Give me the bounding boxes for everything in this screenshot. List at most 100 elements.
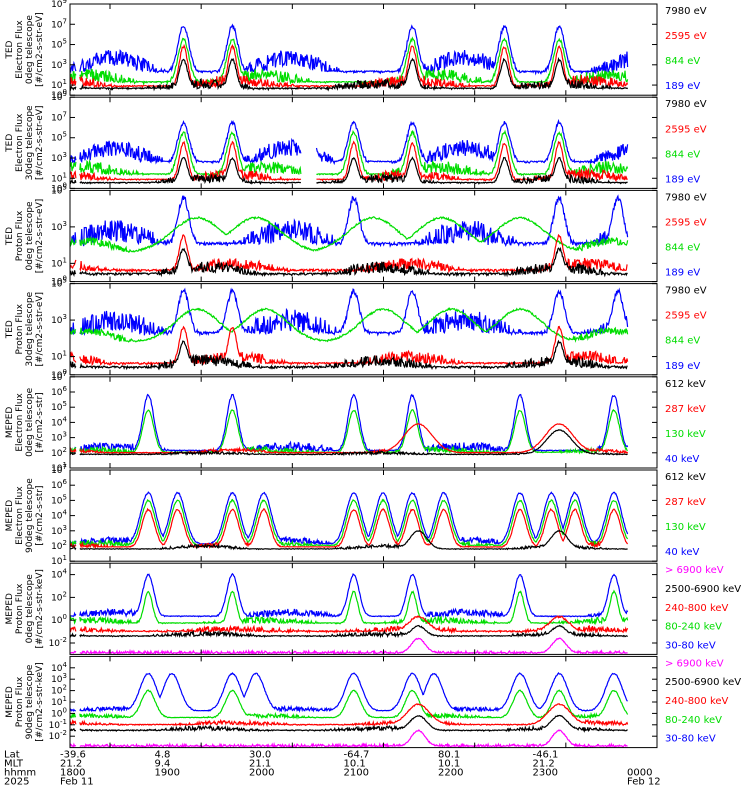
legend-entry: 189 eV — [665, 81, 700, 92]
y-tick-label: 107 — [51, 17, 67, 30]
y-axis-label: TEDProton Flux0deg telescope[#/cm2-s-str… — [5, 199, 45, 274]
series-line-3 — [70, 703, 629, 728]
footer-row-label: MLT — [4, 759, 24, 770]
y-tick-label: 106 — [51, 385, 67, 398]
footer-cell: 1800 — [60, 768, 85, 779]
y-tick-label: 101 — [51, 256, 67, 269]
y-tick-label: 104 — [51, 568, 67, 581]
series-line-4 — [70, 714, 628, 734]
legend-entry: 2500-6900 keV — [665, 584, 741, 595]
legend-entry: 30-80 keV — [665, 640, 716, 651]
series-line-2 — [70, 589, 629, 626]
y-tick-label: 10-2 — [49, 636, 67, 649]
legend-entry: > 6900 keV — [665, 658, 724, 669]
footer-cell: 2000 — [249, 768, 274, 779]
legend-entry: 40 keV — [665, 547, 699, 558]
legend-entry: 189 eV — [665, 268, 700, 279]
footer-cell: 4.8 — [155, 750, 171, 761]
legend-entry: 7980 eV — [665, 6, 707, 17]
y-tick-label: 104 — [51, 509, 67, 522]
panel-frame — [69, 655, 658, 749]
y-tick-label: 102 — [51, 539, 67, 552]
y-tick-label: 105 — [51, 493, 67, 506]
footer-cell: -39.6 — [60, 750, 86, 761]
y-axis-label: MEPEDElectron Flux0deg telescope[#/cm2-s… — [5, 387, 45, 457]
legend-entry: 7980 eV — [665, 192, 707, 203]
legend-entry: 612 keV — [665, 379, 706, 390]
legend-entry: 2500-6900 keV — [665, 677, 741, 688]
legend-entry: 240-800 keV — [665, 603, 729, 614]
footer-row-label: 2025 — [4, 777, 29, 788]
legend-entry: 287 keV — [665, 404, 706, 415]
series-line-2 — [70, 36, 629, 86]
legend-entry: 130 keV — [665, 429, 706, 440]
y-axis-label: TEDElectron Flux30deg telescope[#/cm2-s-… — [5, 105, 45, 180]
series-line-4 — [70, 56, 629, 92]
y-tick-label: 103 — [51, 313, 67, 326]
legend-entry: 130 keV — [665, 522, 706, 533]
legend-entry: 2595 eV — [665, 217, 707, 228]
series-line-1 — [70, 572, 629, 619]
legend-entry: 40 keV — [665, 454, 699, 465]
footer-cell: 9.4 — [155, 759, 171, 770]
y-tick-label: 107 — [51, 110, 67, 123]
footer-cell: 2100 — [344, 768, 369, 779]
series-line-4 — [70, 624, 629, 639]
footer-cell: Feb 12 — [627, 777, 661, 788]
y-tick-label: 105 — [51, 400, 67, 413]
series-line-5 — [70, 728, 628, 748]
series-line-1 — [70, 287, 629, 337]
panel-frame — [69, 189, 658, 283]
series-line-4 — [70, 529, 628, 551]
panel-series-group — [70, 572, 629, 655]
legend-entry: 7980 eV — [665, 99, 707, 110]
y-axis-label: MEPEDProton Flux90deg telescope[#/cm2-s-… — [5, 662, 45, 741]
series-line-1 — [70, 118, 629, 166]
legend-entry: 844 eV — [665, 149, 700, 160]
y-tick-label: 103 — [51, 151, 67, 164]
footer-cell: -64.7 — [344, 750, 370, 761]
footer-cell: 30.0 — [249, 750, 271, 761]
legend-entry: 844 eV — [665, 336, 700, 347]
panel-series-group — [70, 118, 629, 186]
y-tick-label: 102 — [51, 446, 67, 459]
panel-7: 10-2 100 102 104 MEPEDProton Flux0deg telesc… — [5, 562, 741, 655]
y-tick-label: 109 — [51, 0, 67, 10]
series-line-3 — [70, 615, 629, 635]
y-tick-label: 103 — [51, 524, 67, 537]
legend-entry: 240-800 keV — [665, 696, 729, 707]
y-tick-label: 100 — [51, 613, 67, 626]
footer-cell: 10.1 — [344, 759, 366, 770]
footer-cell: 2300 — [533, 768, 558, 779]
legend-entry: 7980 eV — [665, 286, 707, 297]
y-tick-label: 103 — [51, 431, 67, 444]
panel-series-group — [70, 287, 629, 371]
series-line-1 — [70, 23, 629, 76]
panel-frame — [69, 3, 658, 96]
series-line-2 — [70, 216, 629, 253]
panel-frame — [69, 96, 658, 189]
legend-entry: 30-80 keV — [665, 734, 716, 745]
legend-entry: 189 eV — [665, 361, 700, 372]
footer-cell: 2200 — [438, 768, 463, 779]
y-tick-label: 103 — [51, 220, 67, 233]
y-axis-label: TEDElectron Flux0deg telescope[#/cm2-s-s… — [5, 12, 45, 87]
series-line-1 — [70, 194, 629, 248]
legend-entry: 612 keV — [665, 472, 706, 483]
panel-series-group — [70, 393, 629, 457]
panel-frame — [69, 562, 658, 655]
footer-cell: 0000 — [627, 768, 652, 779]
y-axis-label: MEPEDProton Flux0deg telescope[#/cm2-s-s… — [5, 569, 45, 648]
y-tick-label: 105 — [51, 38, 67, 51]
legend-entry: 844 eV — [665, 243, 700, 254]
y-tick-label: 103 — [51, 58, 67, 71]
footer-cell: 80.1 — [438, 750, 460, 761]
series-line-4 — [70, 246, 628, 278]
panel-series-group — [70, 23, 629, 92]
legend-entry: 189 eV — [665, 174, 700, 185]
legend-entry: 80-240 keV — [665, 622, 722, 633]
